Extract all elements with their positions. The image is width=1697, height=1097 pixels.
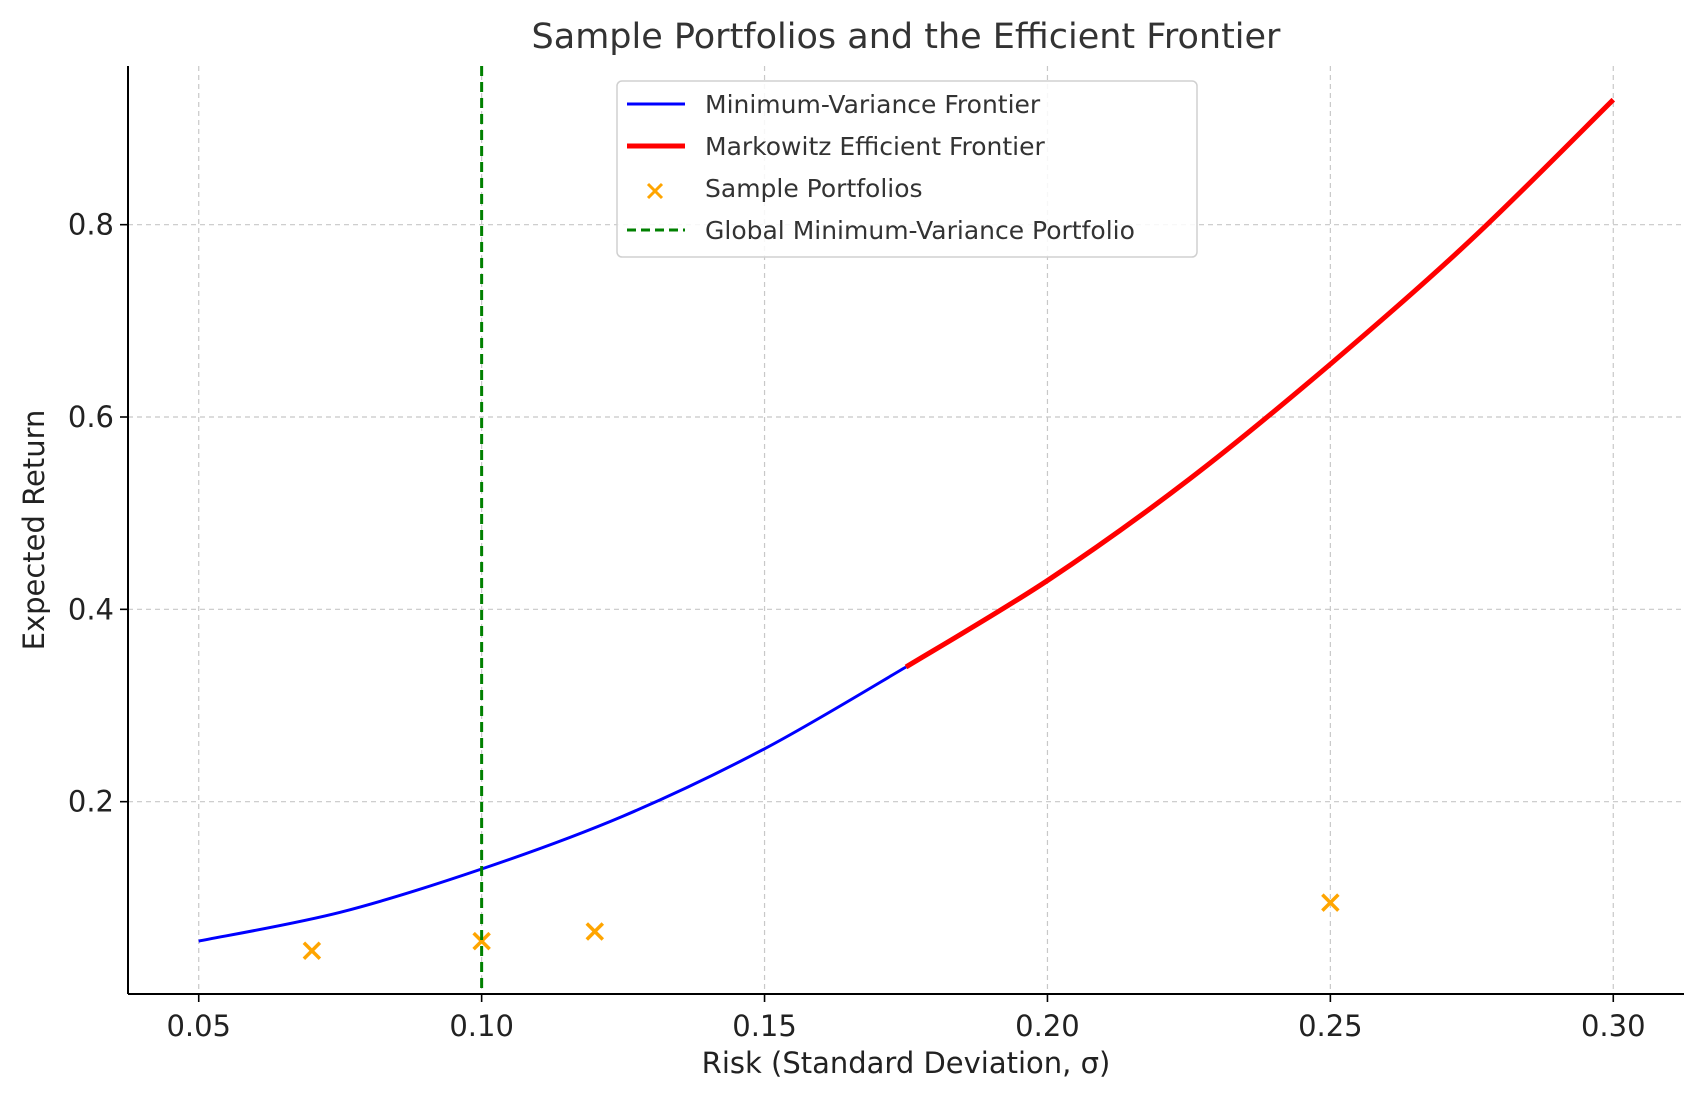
x-tick-label: 0.20 [1015, 1009, 1080, 1043]
plot-area [198, 66, 1616, 994]
legend-frame [616, 80, 1198, 258]
sample-portfolio-point [472, 931, 491, 951]
legend-label-sample-portfolios: Sample Portfolios [705, 174, 923, 203]
sample-portfolio-point [1321, 893, 1340, 912]
legend-label-min-variance: Minimum-Variance Frontier [705, 90, 1041, 119]
axes [127, 66, 1684, 995]
y-axis-label: Expected Return [17, 410, 51, 651]
x-tick-label: 0.15 [732, 1009, 797, 1043]
y-tick-label: 0.4 [68, 592, 114, 626]
x-tick-label: 0.25 [1298, 1009, 1363, 1043]
x-axis-label: Risk (Standard Deviation, σ) [702, 1046, 1111, 1080]
efficient-frontier-line [904, 97, 1616, 670]
y-tick-label: 0.8 [68, 208, 114, 242]
sample-portfolio-point [302, 941, 322, 960]
min-variance-frontier-line [198, 665, 907, 943]
x-tick-label: 0.10 [449, 1009, 514, 1043]
legend: Minimum-Variance Frontier Markowitz Effi… [616, 80, 1198, 258]
y-tick-label: 0.6 [68, 400, 114, 434]
tick-labels: 0.05 0.10 0.15 0.20 0.25 0.30 0.2 0.4 0.6 0.8 [68, 208, 1646, 1043]
y-tick-label: 0.2 [68, 785, 114, 819]
legend-label-gmv: Global Minimum-Variance Portfolio [705, 216, 1135, 245]
x-tick-label: 0.30 [1581, 1009, 1646, 1043]
legend-label-efficient-frontier: Markowitz Efficient Frontier [705, 132, 1046, 161]
chart-title: Sample Portfolios and the Efficient Fron… [532, 17, 1282, 57]
sample-portfolio-point [585, 922, 605, 941]
legend-swatch-sample-portfolios [646, 182, 664, 200]
x-tick-label: 0.05 [166, 1009, 231, 1043]
tick-marks [120, 223, 1615, 1002]
